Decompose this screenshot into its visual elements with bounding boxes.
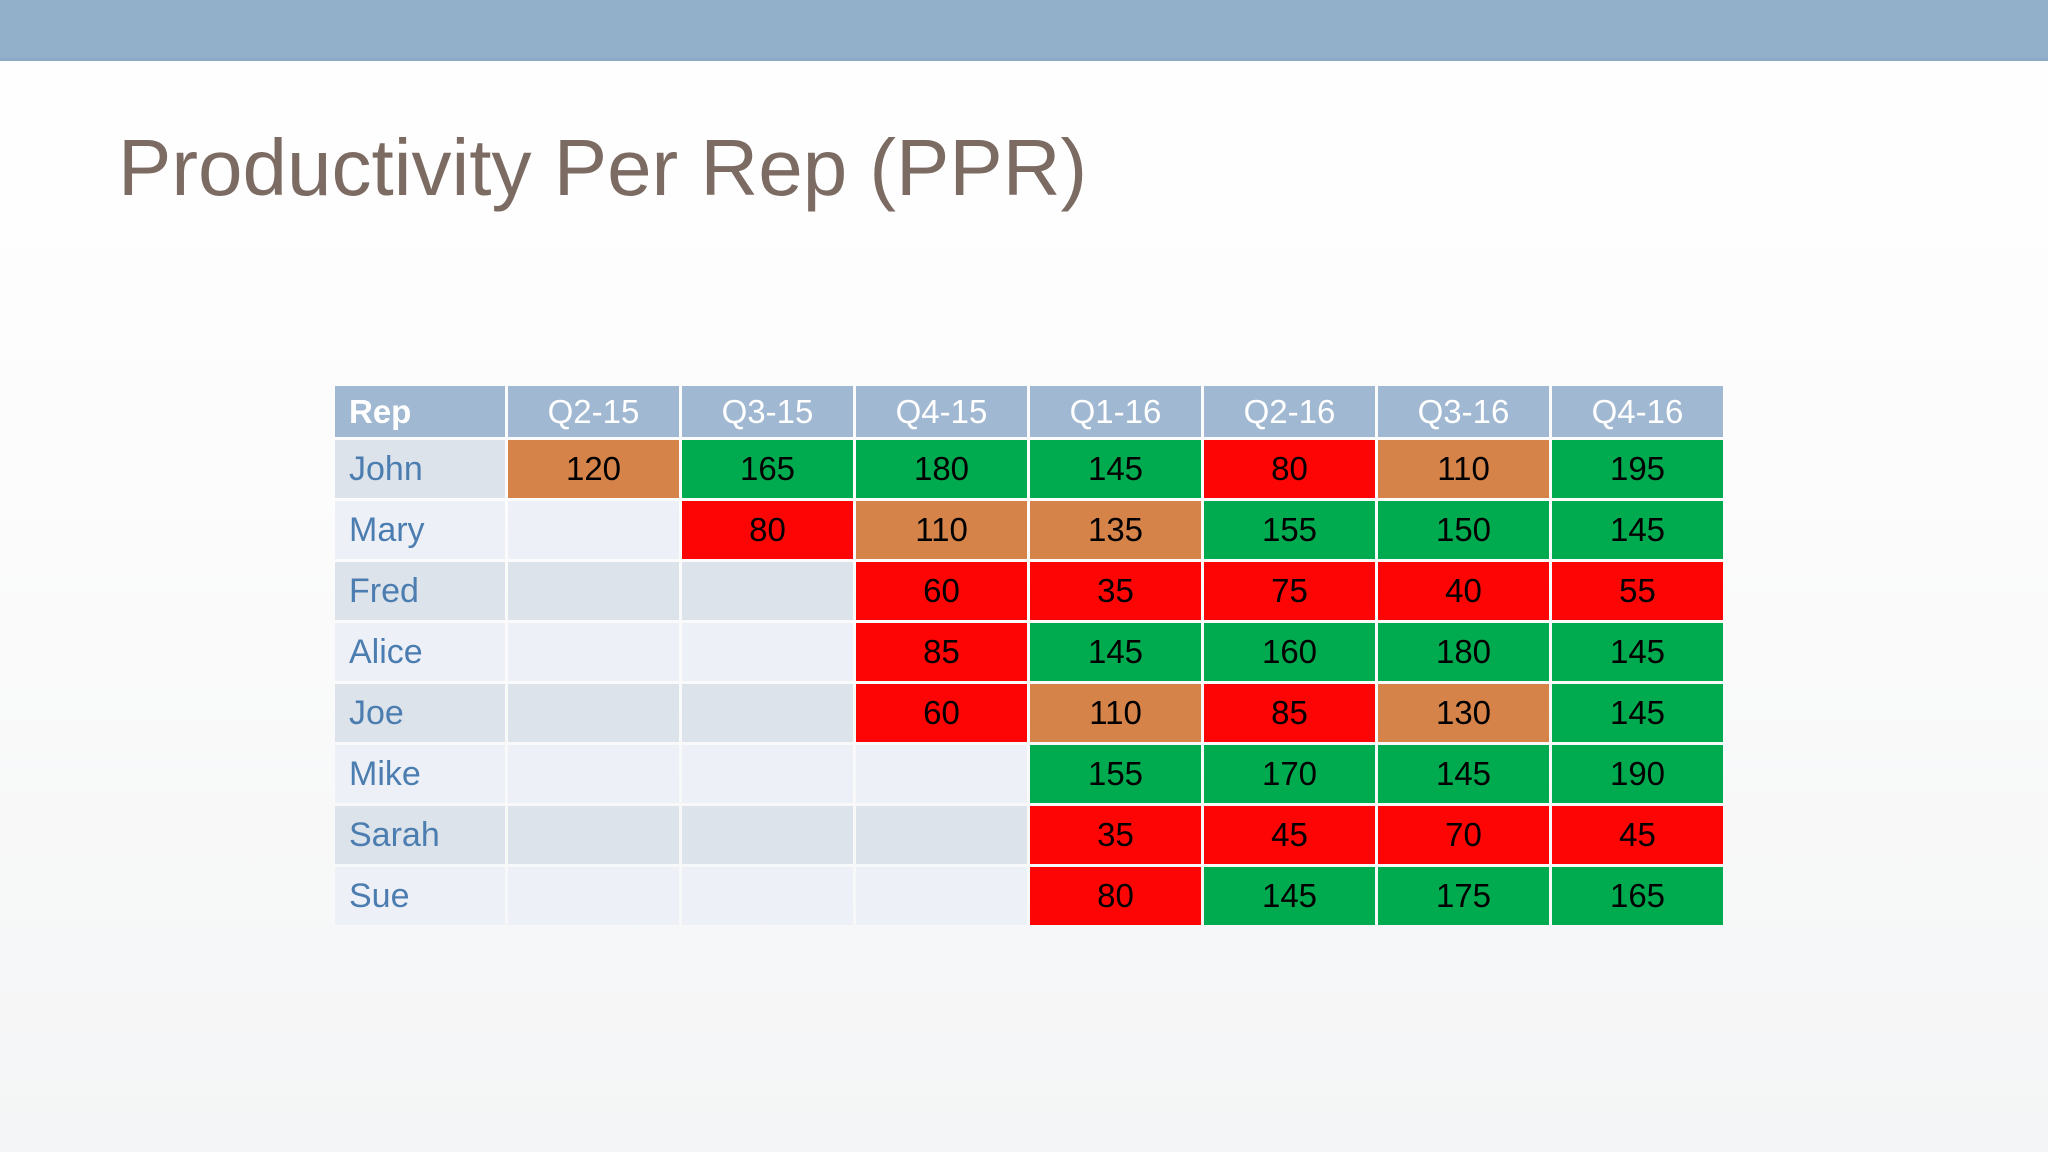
rep-name-cell: Mike: [335, 745, 505, 803]
column-header: Q4-15: [856, 386, 1027, 437]
rep-name-cell: Fred: [335, 562, 505, 620]
value-cell: 70: [1378, 806, 1549, 864]
value-cell: 165: [682, 440, 853, 498]
column-header: Q2-15: [508, 386, 679, 437]
value-cell: 145: [1552, 623, 1723, 681]
empty-cell: [682, 623, 853, 681]
empty-cell: [508, 501, 679, 559]
empty-cell: [682, 684, 853, 742]
table-row: John 120 165 180 145 80 110 195: [335, 440, 1723, 498]
empty-cell: [508, 684, 679, 742]
value-cell: 165: [1552, 867, 1723, 925]
column-header-rep: Rep: [335, 386, 505, 437]
value-cell: 180: [856, 440, 1027, 498]
value-cell: 195: [1552, 440, 1723, 498]
table-row: Fred 60 35 75 40 55: [335, 562, 1723, 620]
value-cell: 80: [682, 501, 853, 559]
ppr-table: Rep Q2-15 Q3-15 Q4-15 Q1-16 Q2-16 Q3-16 Q4-16 J…: [332, 383, 1726, 928]
value-cell: 145: [1204, 867, 1375, 925]
value-cell: 170: [1204, 745, 1375, 803]
table-row: Alice 85 145 160 180 145: [335, 623, 1723, 681]
value-cell: 180: [1378, 623, 1549, 681]
slide-title: Productivity Per Rep (PPR): [118, 123, 1088, 212]
value-cell: 145: [1378, 745, 1549, 803]
top-accent-bar: [0, 0, 2048, 61]
empty-cell: [508, 806, 679, 864]
value-cell: 120: [508, 440, 679, 498]
value-cell: 145: [1552, 684, 1723, 742]
value-cell: 45: [1204, 806, 1375, 864]
empty-cell: [856, 867, 1027, 925]
value-cell: 55: [1552, 562, 1723, 620]
value-cell: 155: [1030, 745, 1201, 803]
value-cell: 35: [1030, 806, 1201, 864]
table-body: John 120 165 180 145 80 110 195 Mary 80 110 135 155 1…: [335, 440, 1723, 925]
empty-cell: [682, 806, 853, 864]
empty-cell: [508, 745, 679, 803]
rep-name-cell: Mary: [335, 501, 505, 559]
empty-cell: [682, 745, 853, 803]
empty-cell: [508, 867, 679, 925]
rep-name-cell: Sue: [335, 867, 505, 925]
value-cell: 60: [856, 684, 1027, 742]
table-row: Sarah 35 45 70 45: [335, 806, 1723, 864]
value-cell: 35: [1030, 562, 1201, 620]
column-header: Q4-16: [1552, 386, 1723, 437]
value-cell: 45: [1552, 806, 1723, 864]
value-cell: 145: [1030, 623, 1201, 681]
table-header-row: Rep Q2-15 Q3-15 Q4-15 Q1-16 Q2-16 Q3-16 Q4-16: [335, 386, 1723, 437]
value-cell: 110: [1030, 684, 1201, 742]
value-cell: 145: [1030, 440, 1201, 498]
value-cell: 80: [1204, 440, 1375, 498]
empty-cell: [856, 806, 1027, 864]
value-cell: 190: [1552, 745, 1723, 803]
value-cell: 60: [856, 562, 1027, 620]
value-cell: 150: [1378, 501, 1549, 559]
value-cell: 160: [1204, 623, 1375, 681]
rep-name-cell: Alice: [335, 623, 505, 681]
column-header: Q2-16: [1204, 386, 1375, 437]
empty-cell: [508, 562, 679, 620]
value-cell: 130: [1378, 684, 1549, 742]
value-cell: 85: [856, 623, 1027, 681]
value-cell: 110: [1378, 440, 1549, 498]
table-row: Sue 80 145 175 165: [335, 867, 1723, 925]
value-cell: 40: [1378, 562, 1549, 620]
column-header: Q1-16: [1030, 386, 1201, 437]
empty-cell: [682, 867, 853, 925]
value-cell: 110: [856, 501, 1027, 559]
empty-cell: [508, 623, 679, 681]
rep-name-cell: Joe: [335, 684, 505, 742]
value-cell: 135: [1030, 501, 1201, 559]
value-cell: 75: [1204, 562, 1375, 620]
column-header: Q3-15: [682, 386, 853, 437]
value-cell: 145: [1552, 501, 1723, 559]
empty-cell: [856, 745, 1027, 803]
table-row: Mary 80 110 135 155 150 145: [335, 501, 1723, 559]
table-row: Mike 155 170 145 190: [335, 745, 1723, 803]
rep-name-cell: Sarah: [335, 806, 505, 864]
value-cell: 155: [1204, 501, 1375, 559]
rep-name-cell: John: [335, 440, 505, 498]
empty-cell: [682, 562, 853, 620]
value-cell: 85: [1204, 684, 1375, 742]
column-header: Q3-16: [1378, 386, 1549, 437]
table-row: Joe 60 110 85 130 145: [335, 684, 1723, 742]
value-cell: 80: [1030, 867, 1201, 925]
value-cell: 175: [1378, 867, 1549, 925]
